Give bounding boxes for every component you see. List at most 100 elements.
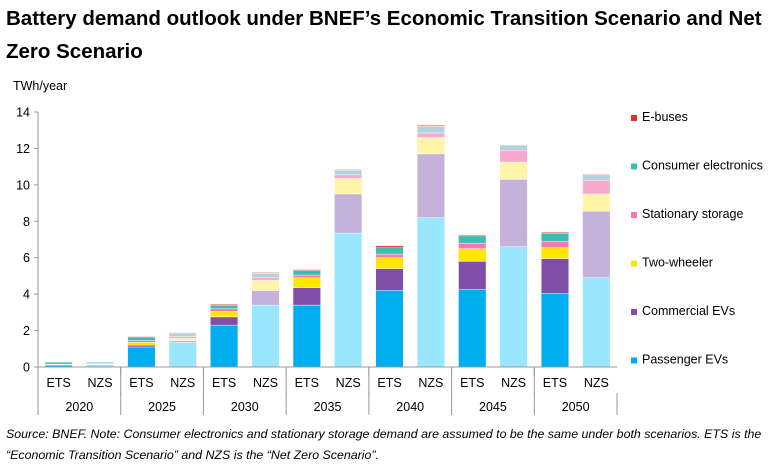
x-group-label: 2025 <box>148 400 176 414</box>
bar-segment <box>541 232 569 234</box>
bar-segment <box>416 132 445 138</box>
x-category-label: NZS <box>336 376 361 390</box>
legend-swatch <box>631 212 637 218</box>
y-tick-label: 2 <box>23 324 30 338</box>
bar-segment <box>334 178 363 195</box>
bar-segment <box>251 304 280 368</box>
y-tick-label: 0 <box>23 361 30 375</box>
bar-segment <box>292 274 321 278</box>
legend-label: E-buses <box>642 110 688 124</box>
legend-swatch <box>631 357 637 364</box>
bar-segment <box>499 161 528 180</box>
bar-segment <box>334 169 363 171</box>
bar-segment <box>582 180 611 195</box>
x-category-label: NZS <box>584 376 609 390</box>
bar-segment <box>458 248 487 262</box>
bar-segment <box>582 174 611 181</box>
bar-segment <box>541 247 569 259</box>
x-group-label: 2040 <box>396 400 424 414</box>
bar-segment <box>251 290 280 306</box>
bar-segment <box>292 277 321 288</box>
bar-segment <box>416 137 445 155</box>
bar-segment <box>334 232 363 368</box>
legend-swatch <box>631 163 637 170</box>
bar-segment <box>168 336 197 339</box>
bar-segment <box>292 270 321 276</box>
bar-segment <box>210 304 239 309</box>
legend-swatch <box>631 260 637 267</box>
bar-segment <box>210 316 239 326</box>
y-axis-label: TWh/year <box>13 79 67 93</box>
bar-segment <box>168 340 197 343</box>
y-tick-label: 4 <box>23 288 30 302</box>
x-group-label: 2030 <box>231 400 259 414</box>
bar-segment <box>127 340 156 343</box>
bar-segment <box>458 261 487 290</box>
bar-segment <box>168 332 197 337</box>
x-category-label: ETS <box>377 376 401 390</box>
x-category-label: NZS <box>253 376 278 390</box>
bar-segment <box>210 308 239 312</box>
bar-segment <box>541 293 569 368</box>
bar-segment <box>458 234 487 237</box>
bar-segment <box>334 170 363 176</box>
legend-swatch <box>631 309 637 315</box>
bar-segment <box>210 324 239 368</box>
bar-segment <box>168 342 197 368</box>
bar-segment <box>582 173 611 176</box>
bar-segment <box>416 217 445 368</box>
bar-segment <box>292 269 321 271</box>
bar-segment <box>127 336 156 341</box>
x-category-label: ETS <box>212 376 236 390</box>
x-category-label: NZS <box>501 376 526 390</box>
x-category-label: ETS <box>295 376 319 390</box>
bar-segment <box>541 241 569 248</box>
bar-segment <box>499 144 528 146</box>
legend-label: Two-wheeler <box>642 256 713 270</box>
bar-segment <box>210 311 239 318</box>
y-tick-label: 10 <box>16 178 30 192</box>
bar-segment <box>541 232 569 242</box>
source-note: Source: BNEF. Note: Consumer electronics… <box>6 427 762 462</box>
x-category-label: NZS <box>88 376 113 390</box>
bar-segment <box>416 124 445 127</box>
x-category-label: ETS <box>129 376 153 390</box>
legend: E-buses Consumer electronics Stationary st… <box>631 110 763 367</box>
bar-segment <box>127 336 156 338</box>
bar-segment <box>541 258 569 294</box>
legend-label: Commercial EVs <box>642 304 735 318</box>
bar-segment <box>375 253 404 258</box>
y-tick-label: 14 <box>16 106 30 120</box>
bar-segment <box>292 287 321 306</box>
bar-segment <box>375 268 404 291</box>
bar-segment <box>416 153 445 218</box>
bar-segment <box>375 245 404 248</box>
bar-segment <box>251 272 280 278</box>
bar-segment <box>499 150 528 163</box>
legend-label: Passenger EVs <box>642 353 728 367</box>
chart-title: Battery demand outlook under BNEF’s Econ… <box>6 7 762 63</box>
bar-segment <box>375 247 404 255</box>
bar-segment <box>168 332 197 334</box>
bar-segment <box>127 346 156 368</box>
y-axis: 0 2 4 6 8 10 12 14 <box>16 106 39 375</box>
x-category-label: ETS <box>543 376 567 390</box>
bar-segment <box>127 342 156 346</box>
bar-segment <box>416 126 445 134</box>
bar-segment <box>375 257 404 269</box>
bar-segment <box>582 277 611 368</box>
bar-segment <box>210 303 239 306</box>
bar-segment <box>251 280 280 291</box>
legend-swatch <box>631 115 637 121</box>
bar-segment <box>582 193 611 212</box>
x-axis: ETS NZS ETS NZS ETS NZS ETS NZS ETS NZS ETS NZS ETS N… <box>37 366 618 415</box>
bar-segment <box>334 174 363 179</box>
bar-segment <box>499 145 528 151</box>
x-category-label: ETS <box>460 376 484 390</box>
x-group-label: 2045 <box>479 400 507 414</box>
y-tick-label: 12 <box>16 142 30 156</box>
bar-segment <box>127 344 156 348</box>
bar-segment <box>458 235 487 244</box>
bar-segment <box>168 338 197 341</box>
